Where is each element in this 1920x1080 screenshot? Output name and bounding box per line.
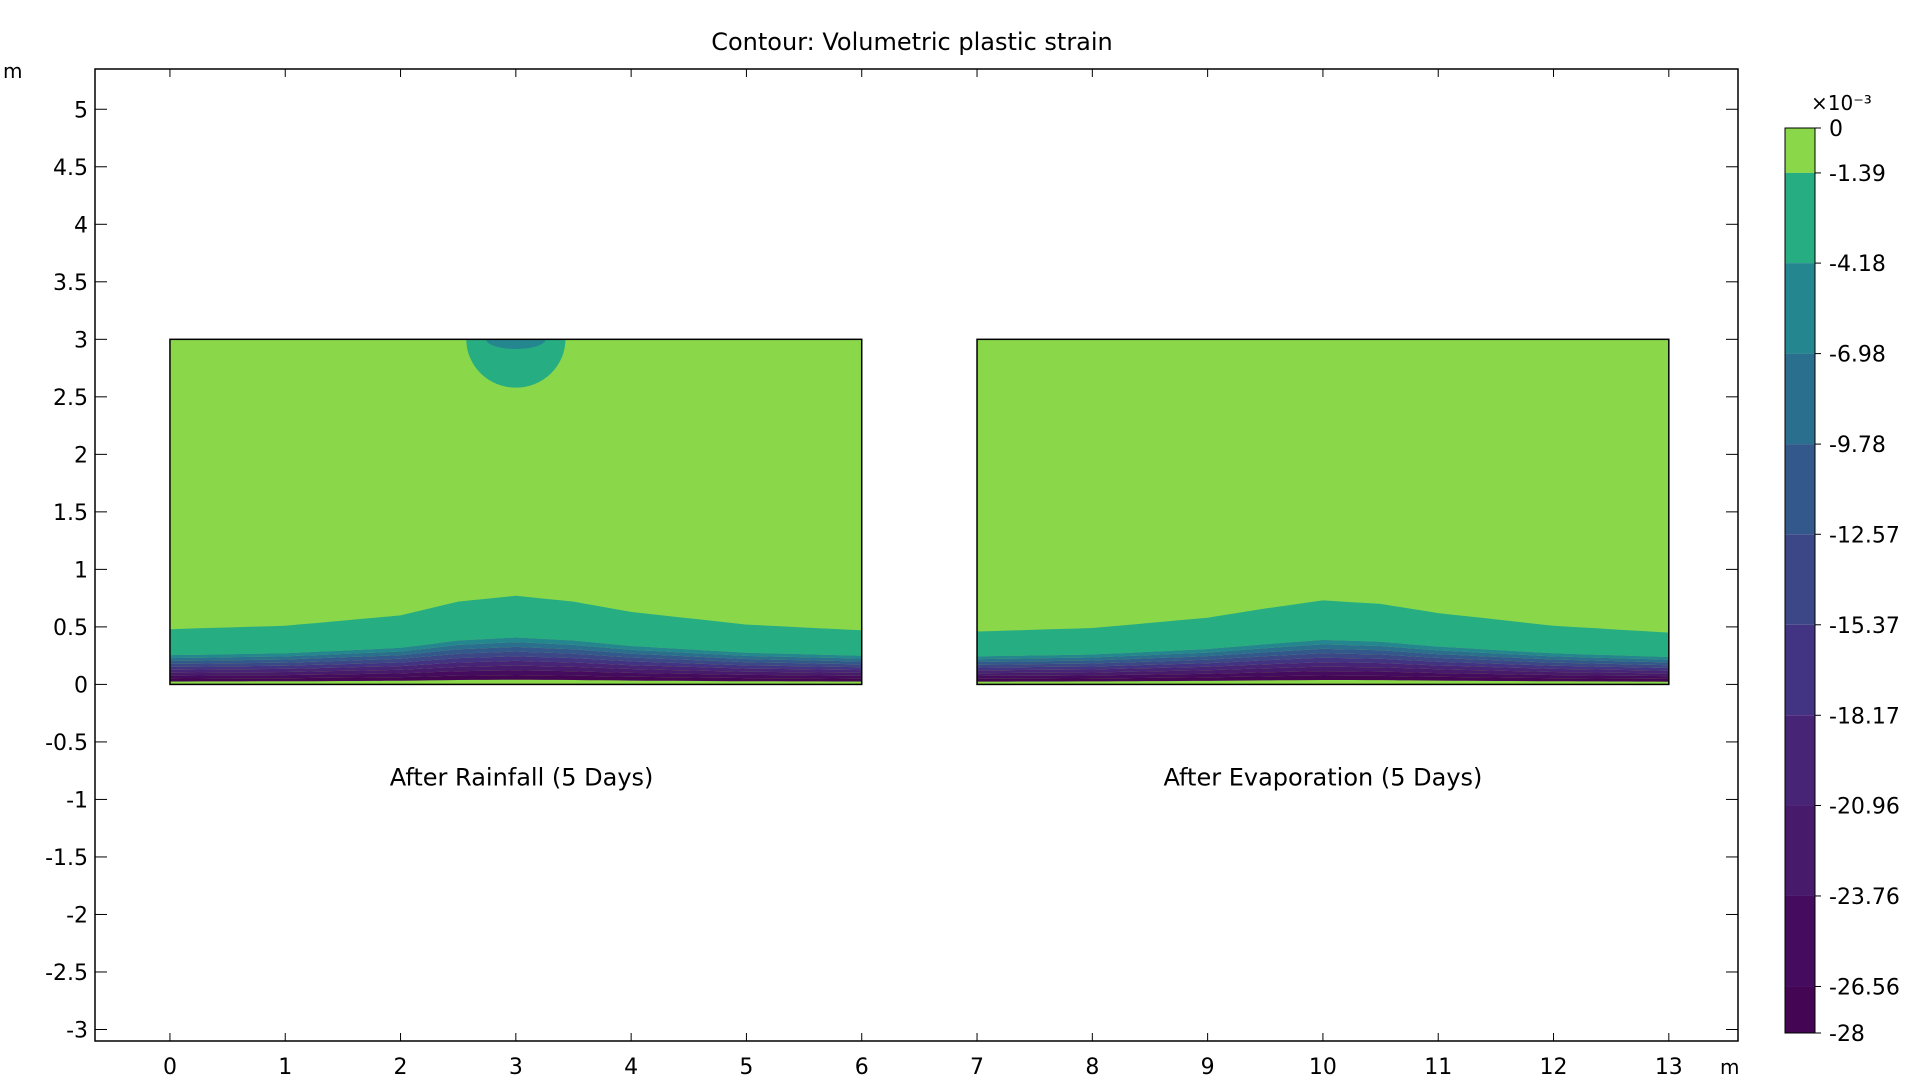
x-tick-label: 7: [970, 1055, 984, 1080]
y-tick-label: 0.5: [53, 616, 88, 641]
strain-band: [169, 665, 862, 676]
colorbar-exponent-label: ×10⁻³: [1811, 91, 1872, 115]
x-tick-label: 10: [1309, 1055, 1337, 1080]
domain-outline: [169, 338, 863, 686]
domains-layer: After Rainfall (5 Days) After Evaporation…: [169, 338, 1670, 792]
x-tick-label: 6: [855, 1055, 869, 1080]
colorbar-band: [1785, 534, 1815, 625]
x-tick-label: 2: [394, 1055, 408, 1080]
strain-band: [977, 662, 1669, 674]
y-tick-label: 0: [74, 673, 88, 698]
colorbar-band: [1785, 353, 1815, 445]
x-tick-label: 4: [624, 1055, 638, 1080]
colorbar-band: [1785, 895, 1815, 987]
colorbar-tick-label: -12.57: [1829, 523, 1900, 548]
plot-frame: [94, 68, 1739, 1042]
strain-band: [977, 644, 1669, 663]
strain-band: [169, 642, 862, 662]
strain-band: [169, 670, 862, 679]
x-tick-label: 3: [509, 1055, 523, 1080]
strain-band: [977, 666, 1669, 677]
x-axis-unit-label: m: [1720, 1055, 1739, 1079]
y-tick-label: -2: [66, 903, 88, 928]
strain-band: [169, 646, 862, 665]
colorbar-band: [1785, 986, 1815, 1033]
x-tick-label: 9: [1201, 1055, 1215, 1080]
colorbar-tick-label: -9.78: [1829, 433, 1886, 458]
strain-band: [977, 648, 1669, 666]
strain-band: [169, 660, 862, 673]
colorbar-band: [1785, 805, 1815, 896]
chart-title: Contour: Volumetric plastic strain: [711, 28, 1113, 56]
y-tick-label: 1: [74, 558, 88, 583]
colorbar-band: [1785, 444, 1815, 535]
domain-outline: [976, 338, 1670, 686]
strain-band: [977, 653, 1669, 668]
x-tick-label: 0: [163, 1055, 177, 1080]
x-tick-label: 12: [1540, 1055, 1568, 1080]
colorbar: ×10⁻³ 0 -1.39 -4.18 -6.98 -9.78 -12.57 -15.37 -…: [1784, 91, 1900, 1047]
strain-band: [169, 656, 862, 671]
colorbar-tick-label: -1.39: [1829, 162, 1886, 187]
strain-band: [169, 675, 862, 682]
y-axis-unit-label: m: [3, 59, 22, 83]
colorbar-band: [1785, 172, 1815, 264]
y-tick-label: 5: [74, 98, 88, 123]
strain-band: [977, 675, 1669, 682]
domain-label: After Rainfall (5 Days): [390, 764, 654, 792]
x-tick-label: 5: [739, 1055, 753, 1080]
colorbar-tick-label: -4.18: [1829, 252, 1886, 277]
x-tick-label: 13: [1655, 1055, 1683, 1080]
x-tick-label: 1: [278, 1055, 292, 1080]
domain-1: After Rainfall (5 Days): [169, 338, 863, 792]
y-tick-label: 3.5: [53, 271, 88, 296]
colorbar-tick-label: -23.76: [1829, 885, 1900, 910]
y-tick-label: -1: [66, 788, 88, 813]
y-tick-label: 2.5: [53, 386, 88, 411]
strain-band: [169, 595, 862, 656]
strain-band: [977, 657, 1669, 671]
colorbar-tick-label: -28: [1829, 1022, 1865, 1047]
colorbar-band: [1785, 624, 1815, 716]
domain-label: After Evaporation (5 Days): [1163, 764, 1482, 792]
axes-layer: 0 1 2 3 4 5 6 7 8 9 10 11 12 13-3-2.5-2-1.5-1-0.500.5…: [45, 69, 1738, 1080]
y-tick-label: 2: [74, 443, 88, 468]
colorbar-band: [1785, 263, 1815, 354]
y-tick-label: -1.5: [45, 846, 88, 871]
x-tick-label: 11: [1424, 1055, 1452, 1080]
y-tick-label: 4.5: [53, 156, 88, 181]
colorbar-tick-label: -6.98: [1829, 343, 1886, 368]
y-tick-label: -2.5: [45, 961, 88, 986]
strain-band: [169, 637, 862, 659]
colorbar-tick-label: 0: [1829, 117, 1843, 142]
x-tick-label: 8: [1085, 1055, 1099, 1080]
colorbar-tick-label: -18.17: [1829, 704, 1900, 729]
surface-strain-core: [486, 339, 546, 349]
y-tick-label: 1.5: [53, 501, 88, 526]
strain-band: [977, 671, 1669, 679]
surface-strain-zone: [466, 339, 566, 388]
colorbar-tick-label: -26.56: [1829, 975, 1900, 1000]
colorbar-tick-label: -15.37: [1829, 614, 1900, 639]
colorbar-band: [1785, 128, 1815, 173]
colorbar-outline: [1784, 127, 1816, 1034]
strain-band: [977, 639, 1669, 660]
y-tick-label: -0.5: [45, 731, 88, 756]
strain-band: [977, 600, 1669, 657]
colorbar-band: [1785, 715, 1815, 806]
y-tick-label: 4: [74, 213, 88, 238]
domain-2: After Evaporation (5 Days): [976, 338, 1670, 792]
y-tick-label: -3: [66, 1018, 88, 1043]
y-tick-label: 3: [74, 328, 88, 353]
strain-band: [169, 651, 862, 668]
colorbar-tick-label: -20.96: [1829, 794, 1900, 819]
